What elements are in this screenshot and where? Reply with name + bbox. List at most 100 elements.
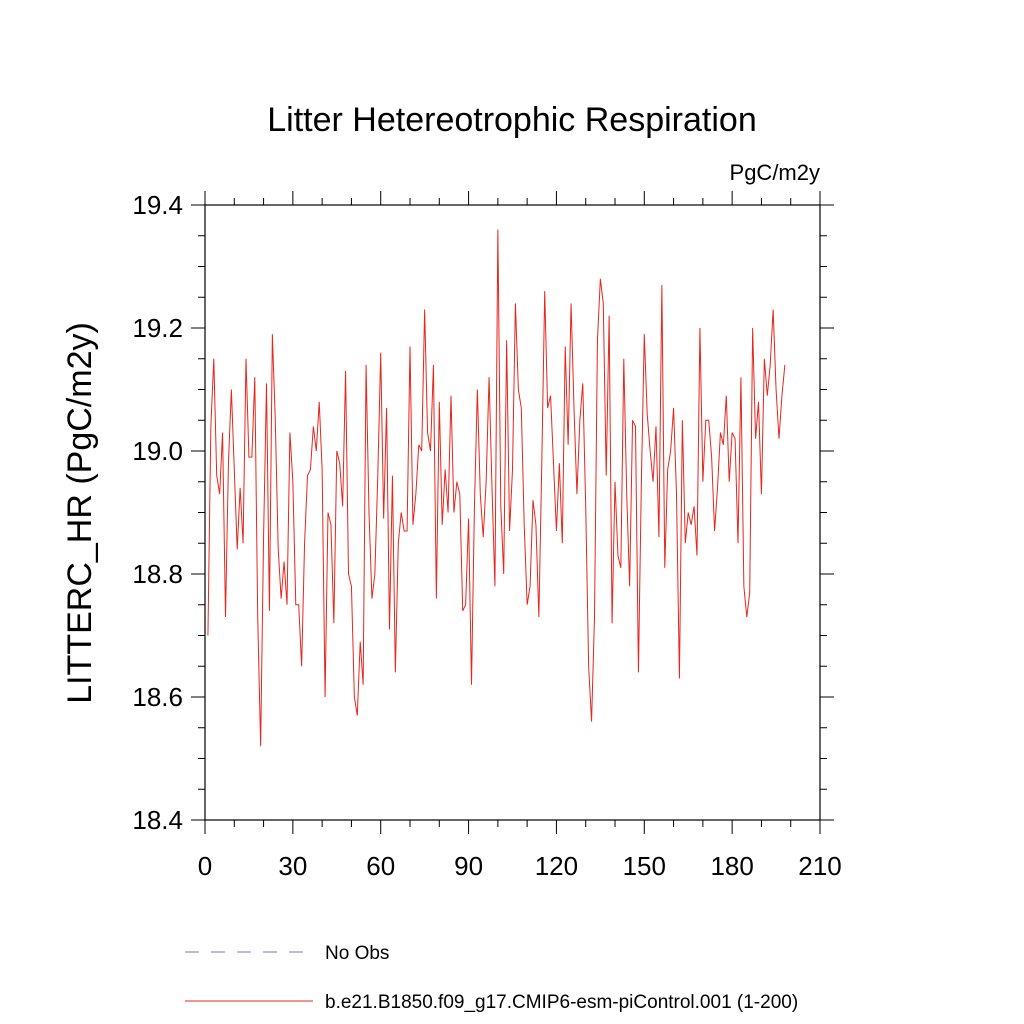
y-tick-label: 19.0 [132, 436, 183, 466]
data-point [447, 512, 448, 513]
y-tick-label: 18.4 [132, 805, 183, 835]
data-point [568, 444, 569, 445]
data-point [322, 469, 323, 470]
data-point [752, 327, 753, 328]
data-point [292, 481, 293, 482]
data-point [729, 481, 730, 482]
data-point [456, 481, 457, 482]
data-point [767, 395, 768, 396]
data-point [439, 401, 440, 402]
data-point [553, 463, 554, 464]
data-point [585, 506, 586, 507]
data-point [281, 598, 282, 599]
data-point [219, 493, 220, 494]
data-point [237, 549, 238, 550]
data-point [283, 561, 284, 562]
data-point [647, 414, 648, 415]
data-point [550, 395, 551, 396]
data-point [228, 463, 229, 464]
x-tick-label: 210 [798, 851, 841, 881]
data-point [606, 475, 607, 476]
data-point [406, 530, 407, 531]
data-point [257, 616, 258, 617]
data-point [327, 512, 328, 513]
data-point [251, 457, 252, 458]
data-point [430, 450, 431, 451]
data-point [465, 604, 466, 605]
data-point [278, 549, 279, 550]
data-point [679, 678, 680, 679]
data-point [474, 506, 475, 507]
data-point [222, 432, 223, 433]
chart-title: Litter Hetereotrophic Respiration [267, 101, 756, 139]
data-point [658, 537, 659, 538]
data-point [620, 567, 621, 568]
axis-ticks [191, 191, 834, 834]
data-point [263, 537, 264, 538]
data-point [532, 500, 533, 501]
data-point [275, 420, 276, 421]
data-point [761, 493, 762, 494]
data-point [770, 364, 771, 365]
x-tick-label: 180 [710, 851, 753, 881]
data-point [383, 518, 384, 519]
data-point [670, 450, 671, 451]
data-point [702, 481, 703, 482]
data-point [626, 493, 627, 494]
data-point [213, 358, 214, 359]
data-point [667, 469, 668, 470]
data-point [734, 438, 735, 439]
data-point [749, 592, 750, 593]
y-axis-label: LITTERC_HR (PgC/m2y) [61, 322, 99, 704]
data-point [330, 524, 331, 525]
data-point [600, 278, 601, 279]
data-point [333, 623, 334, 624]
data-point [582, 383, 583, 384]
data-point [696, 555, 697, 556]
data-point [547, 407, 548, 408]
data-point [494, 586, 495, 587]
data-point [368, 512, 369, 513]
data-point [650, 450, 651, 451]
data-point [740, 377, 741, 378]
data-point [541, 463, 542, 464]
data-point [380, 352, 381, 353]
data-point [365, 364, 366, 365]
data-point [216, 475, 217, 476]
data-point [445, 469, 446, 470]
data-point [518, 389, 519, 390]
data-point [635, 426, 636, 427]
data-point [316, 450, 317, 451]
data-point [442, 524, 443, 525]
data-point [673, 407, 674, 408]
data-point [486, 481, 487, 482]
data-point [360, 641, 361, 642]
data-point [515, 303, 516, 304]
data-point [576, 493, 577, 494]
data-point [254, 377, 255, 378]
x-tick-label: 90 [454, 851, 483, 881]
series-line [207, 229, 786, 747]
data-point [535, 524, 536, 525]
data-point [389, 629, 390, 630]
data-point [398, 543, 399, 544]
data-point [324, 696, 325, 697]
y-tick-label: 19.4 [132, 190, 183, 220]
data-point [234, 469, 235, 470]
data-point [758, 401, 759, 402]
data-point [726, 395, 727, 396]
data-point [453, 512, 454, 513]
data-point [351, 586, 352, 587]
data-point [377, 475, 378, 476]
data-point [579, 420, 580, 421]
data-point [544, 291, 545, 292]
data-point [462, 610, 463, 611]
data-point [699, 327, 700, 328]
data-point [676, 493, 677, 494]
data-point [313, 426, 314, 427]
data-point [732, 432, 733, 433]
data-point [348, 573, 349, 574]
data-point [556, 530, 557, 531]
data-point [421, 450, 422, 451]
data-point [562, 543, 563, 544]
